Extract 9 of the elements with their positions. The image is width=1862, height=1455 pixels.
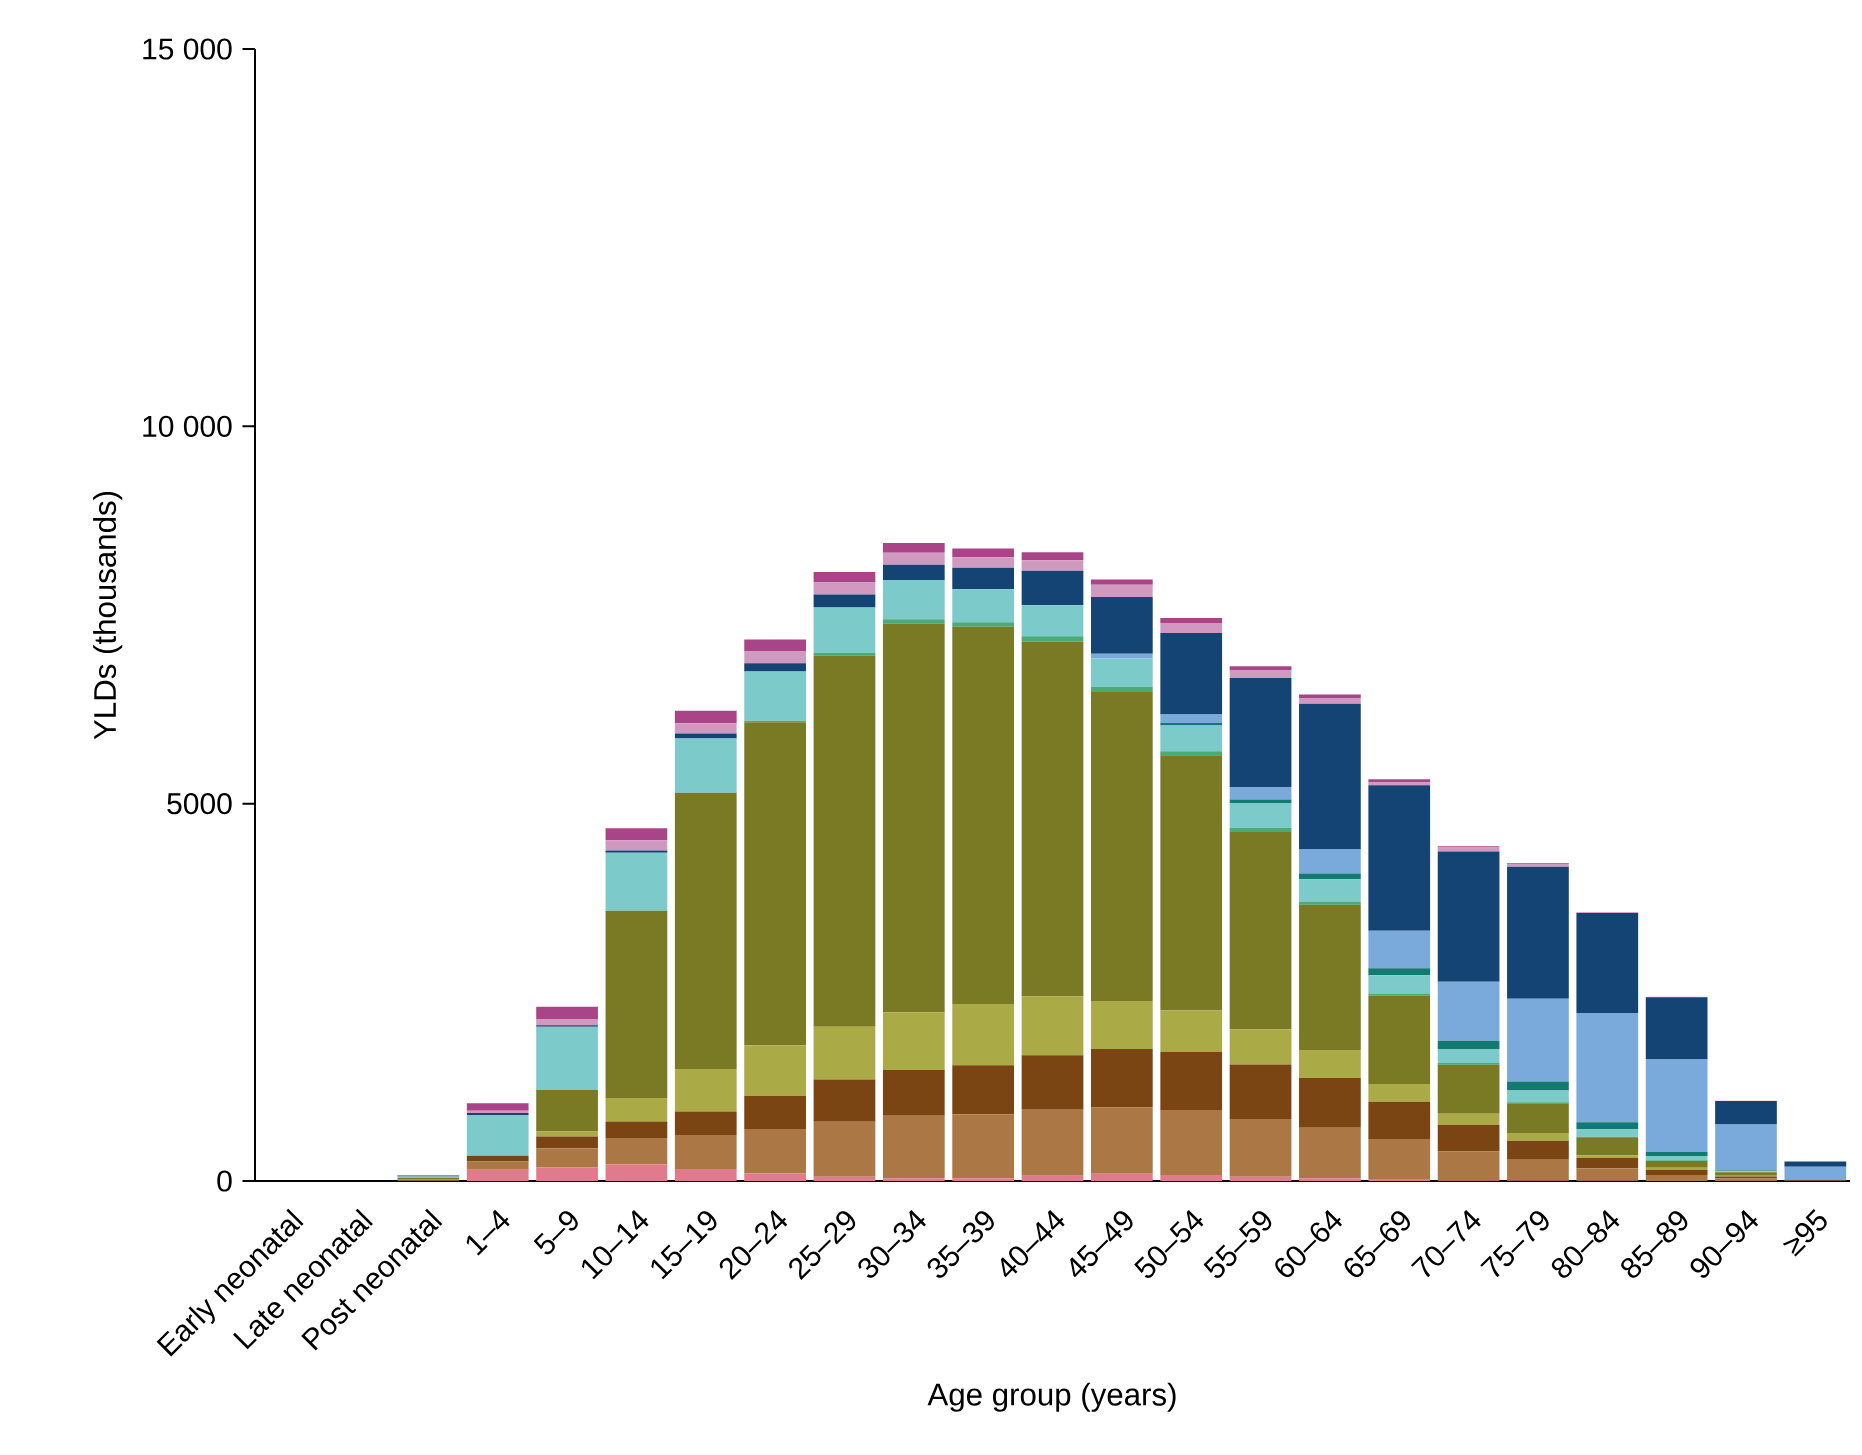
y-tick-label: 0 <box>217 1170 232 1192</box>
y-tick-label: 10 000 <box>143 415 232 437</box>
y-axis-title: YLDs (thousands) <box>93 491 123 740</box>
y-tick-label: 15 000 <box>143 38 232 60</box>
x-axis-title: Age group (years) <box>927 1382 1176 1412</box>
y-tick-label: 5000 <box>167 793 232 815</box>
x-tick-label: 1–4 <box>466 1209 510 1256</box>
x-tick-label: 5–9 <box>533 1211 578 1255</box>
x-tick-label: ≥95 <box>1782 1209 1827 1257</box>
